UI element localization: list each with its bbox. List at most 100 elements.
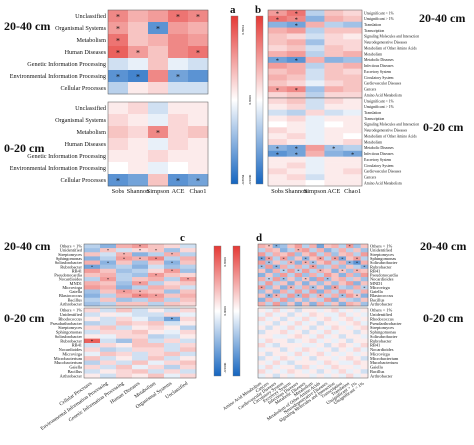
panel-d-bottom-cell [353,329,361,335]
panel-d-bottom-cell [331,347,339,353]
panel-d-top-cell [316,256,325,261]
panel-d-top-significance-mark: * [297,269,300,274]
panel-a-top-cell [108,22,129,35]
panel-c-bottom-cell [132,308,149,313]
panel-b-top-row-label: Translation [364,23,381,27]
panel-a-top-cell [108,58,129,71]
panel-d-top-cell [280,285,288,290]
panel-a-bottom-cell [108,126,129,139]
panel-d-bottom-cell [324,351,332,357]
panel-d-bottom-cell [294,329,303,335]
panel-d-bottom-cell [294,369,303,374]
panel-d-top-cell [294,301,303,307]
panel-c-top-cell [180,256,197,261]
panel-d-top-cell [338,297,347,303]
panel-b-bottom-cell [268,150,288,157]
panel-b-top-cell [343,10,363,17]
panel-b-top-cell [324,15,344,23]
panel-b-bottom-significance-mark: * [276,146,279,153]
panel-d-top-cell [294,252,303,257]
panel-c-top-cell [100,277,117,282]
panel-c-top-cell [84,293,101,299]
panel-d-bottom-cell [346,329,354,335]
panel-b-column-label: Chao1 [344,188,361,195]
panel-d-bottom-cell [272,325,281,331]
panel-d-top-significance-mark: * [283,277,286,282]
panel-d-bottom-cell [287,334,295,339]
panel-d-bottom-cell [338,351,347,357]
panel-c-top-cell [148,264,165,270]
panel-d-top-cell [258,285,266,290]
panel-d-top-cell [258,268,266,274]
panel-d-top-significance-mark: * [349,244,352,249]
panel-c-bottom-row-label: Nocardioides [59,347,83,352]
depth-label-bottom-a: 0-20 cm [4,141,44,155]
panel-d-top-cell [272,260,281,265]
panel-d-top-significance-mark: * [305,260,308,265]
panel-c-top-cell [116,244,133,249]
panel-d-top-cell [272,272,281,278]
panel-a-top-cell [148,22,169,35]
panel-b-bottom-cell [286,156,306,163]
panel-c-top-row-label: Sphingomonas [56,256,82,261]
panel-c-bottom-cell [164,338,181,344]
panel-d-bottom-cell [353,364,361,370]
panel-d-bottom-cell [265,329,273,335]
panel-a-bottom-row-label: Genetic Information Processing [27,153,106,160]
panel-b-bottom-cell [286,144,306,152]
depth-label-bottom-b: 0-20 cm [423,120,463,134]
panel-d-bottom-cell [272,347,281,353]
panel-d-bottom-cell [316,312,325,318]
panel-c-top-cell [100,281,117,286]
panel-d-top-cell [287,248,295,253]
panel-c-top-cell [132,281,149,286]
panel-d-bottom-cell [294,325,303,331]
panel-d-top-cell [302,277,310,282]
panel-d-bottom-cell [338,347,347,353]
panel-d-bottom-cell [316,347,325,353]
panel-c-bottom-cell [148,338,165,344]
panel-d-top-cell [287,293,295,299]
panel-b-color-scale [255,15,264,185]
panel-b-bottom-cell [343,162,363,169]
panel-d-bottom-cell [360,369,369,374]
panel-a-top-row-label: Unclassified [75,13,107,20]
panel-b-top-row-label: Neurodegenerative Diseases [364,41,408,45]
panel-b-bottom-cell [286,180,306,187]
panel-b-bottom-cell [343,174,363,181]
panel-b-bottom-cell [343,156,363,163]
panel-b-top-cell [324,68,344,75]
panel-d-top-significance-mark: * [312,260,315,265]
panel-b-top-significance-mark: * [276,58,279,65]
panel-c-top-significance-mark: * [123,256,126,261]
panel-c-top-cell [84,272,101,278]
panel-c-column-label: Environmental Information Processing [39,380,109,432]
panel-c-bottom-cell [132,373,149,379]
panel-d-top-cell [294,272,303,278]
panel-d-top-cell [287,285,295,290]
panel-a-top-significance-mark: * [116,25,120,34]
panel-a-top-significance-mark: * [176,13,180,22]
panel-b-bottom-cell [305,174,325,181]
panel-d-bottom-cell [316,351,325,357]
panel-c-top-significance-mark: * [91,265,94,270]
panel-d-top-cell [331,268,339,274]
panel-d-top-cell [294,277,303,282]
panel-d-bottom-cell [309,308,317,313]
panel-c-heatmap: ** * ** ** * ** ***** *** ** ***Others < 1%Uniden… [39,244,197,432]
panel-d-top-cell [302,293,310,299]
panel-c-top-cell [116,248,133,253]
panel-c-top-cell [116,256,133,261]
panel-c-bottom-cell [116,312,133,318]
panel-c-bottom-significance-mark: * [91,340,94,345]
panel-d-top-cell [360,268,369,274]
depth-label-top-d: 20-40 cm [420,239,466,253]
panel-c-bottom-cell [100,373,117,379]
panel-c-top-cell [100,252,117,257]
panel-d-top-significance-mark: * [305,277,308,282]
panel-c-bottom-cell [100,369,117,374]
panel-c-top-cell [132,248,149,253]
panel-d-bottom-cell [272,308,281,313]
panel-b-bottom-row-label: Translation [364,111,381,115]
panel-c-top-significance-mark: * [139,281,142,286]
